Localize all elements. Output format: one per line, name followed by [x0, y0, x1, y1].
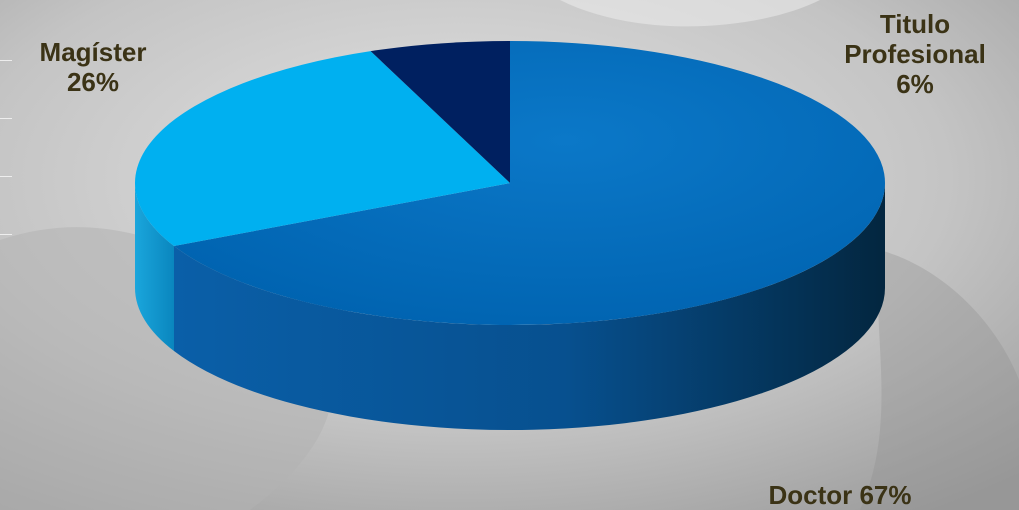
pie-slice-side-doctor [174, 183, 886, 430]
slice-label-magister: Magíster 26% [18, 37, 168, 97]
slice-label-magister-name: Magíster [39, 37, 147, 67]
slice-label-titulo: Titulo Profesional 6% [830, 9, 1000, 99]
pie-slice-titulo-profesional [370, 41, 510, 183]
axis-tick [0, 118, 12, 119]
pie-slice-doctor [174, 41, 885, 325]
slice-label-magister-value: 26% [66, 67, 120, 97]
pie-slice-side-magister [135, 183, 175, 352]
slice-label-doctor: Doctor 67% [740, 480, 940, 510]
axis-tick [0, 234, 12, 235]
axis-tick [0, 176, 12, 177]
slice-label-doctor-text: Doctor 67% [768, 480, 912, 510]
axis-tick [0, 60, 12, 61]
slice-label-titulo-line2: Profesional [844, 39, 986, 69]
slice-label-titulo-line1: Titulo [879, 9, 951, 39]
pie-slice-magister [134, 51, 510, 247]
slice-label-titulo-value: 6% [896, 69, 934, 99]
